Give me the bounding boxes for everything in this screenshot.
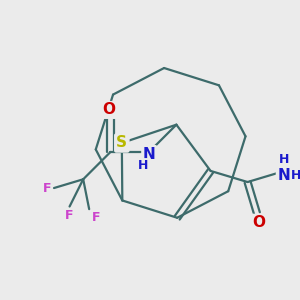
Text: N: N — [143, 146, 155, 161]
Text: H: H — [138, 159, 148, 172]
Text: O: O — [252, 215, 266, 230]
Text: F: F — [43, 182, 51, 194]
Text: H: H — [291, 169, 300, 182]
Text: H: H — [278, 153, 289, 166]
Text: O: O — [102, 102, 115, 117]
Text: N: N — [277, 168, 290, 183]
Text: F: F — [65, 208, 74, 222]
Text: F: F — [92, 211, 101, 224]
Text: S: S — [116, 135, 127, 150]
